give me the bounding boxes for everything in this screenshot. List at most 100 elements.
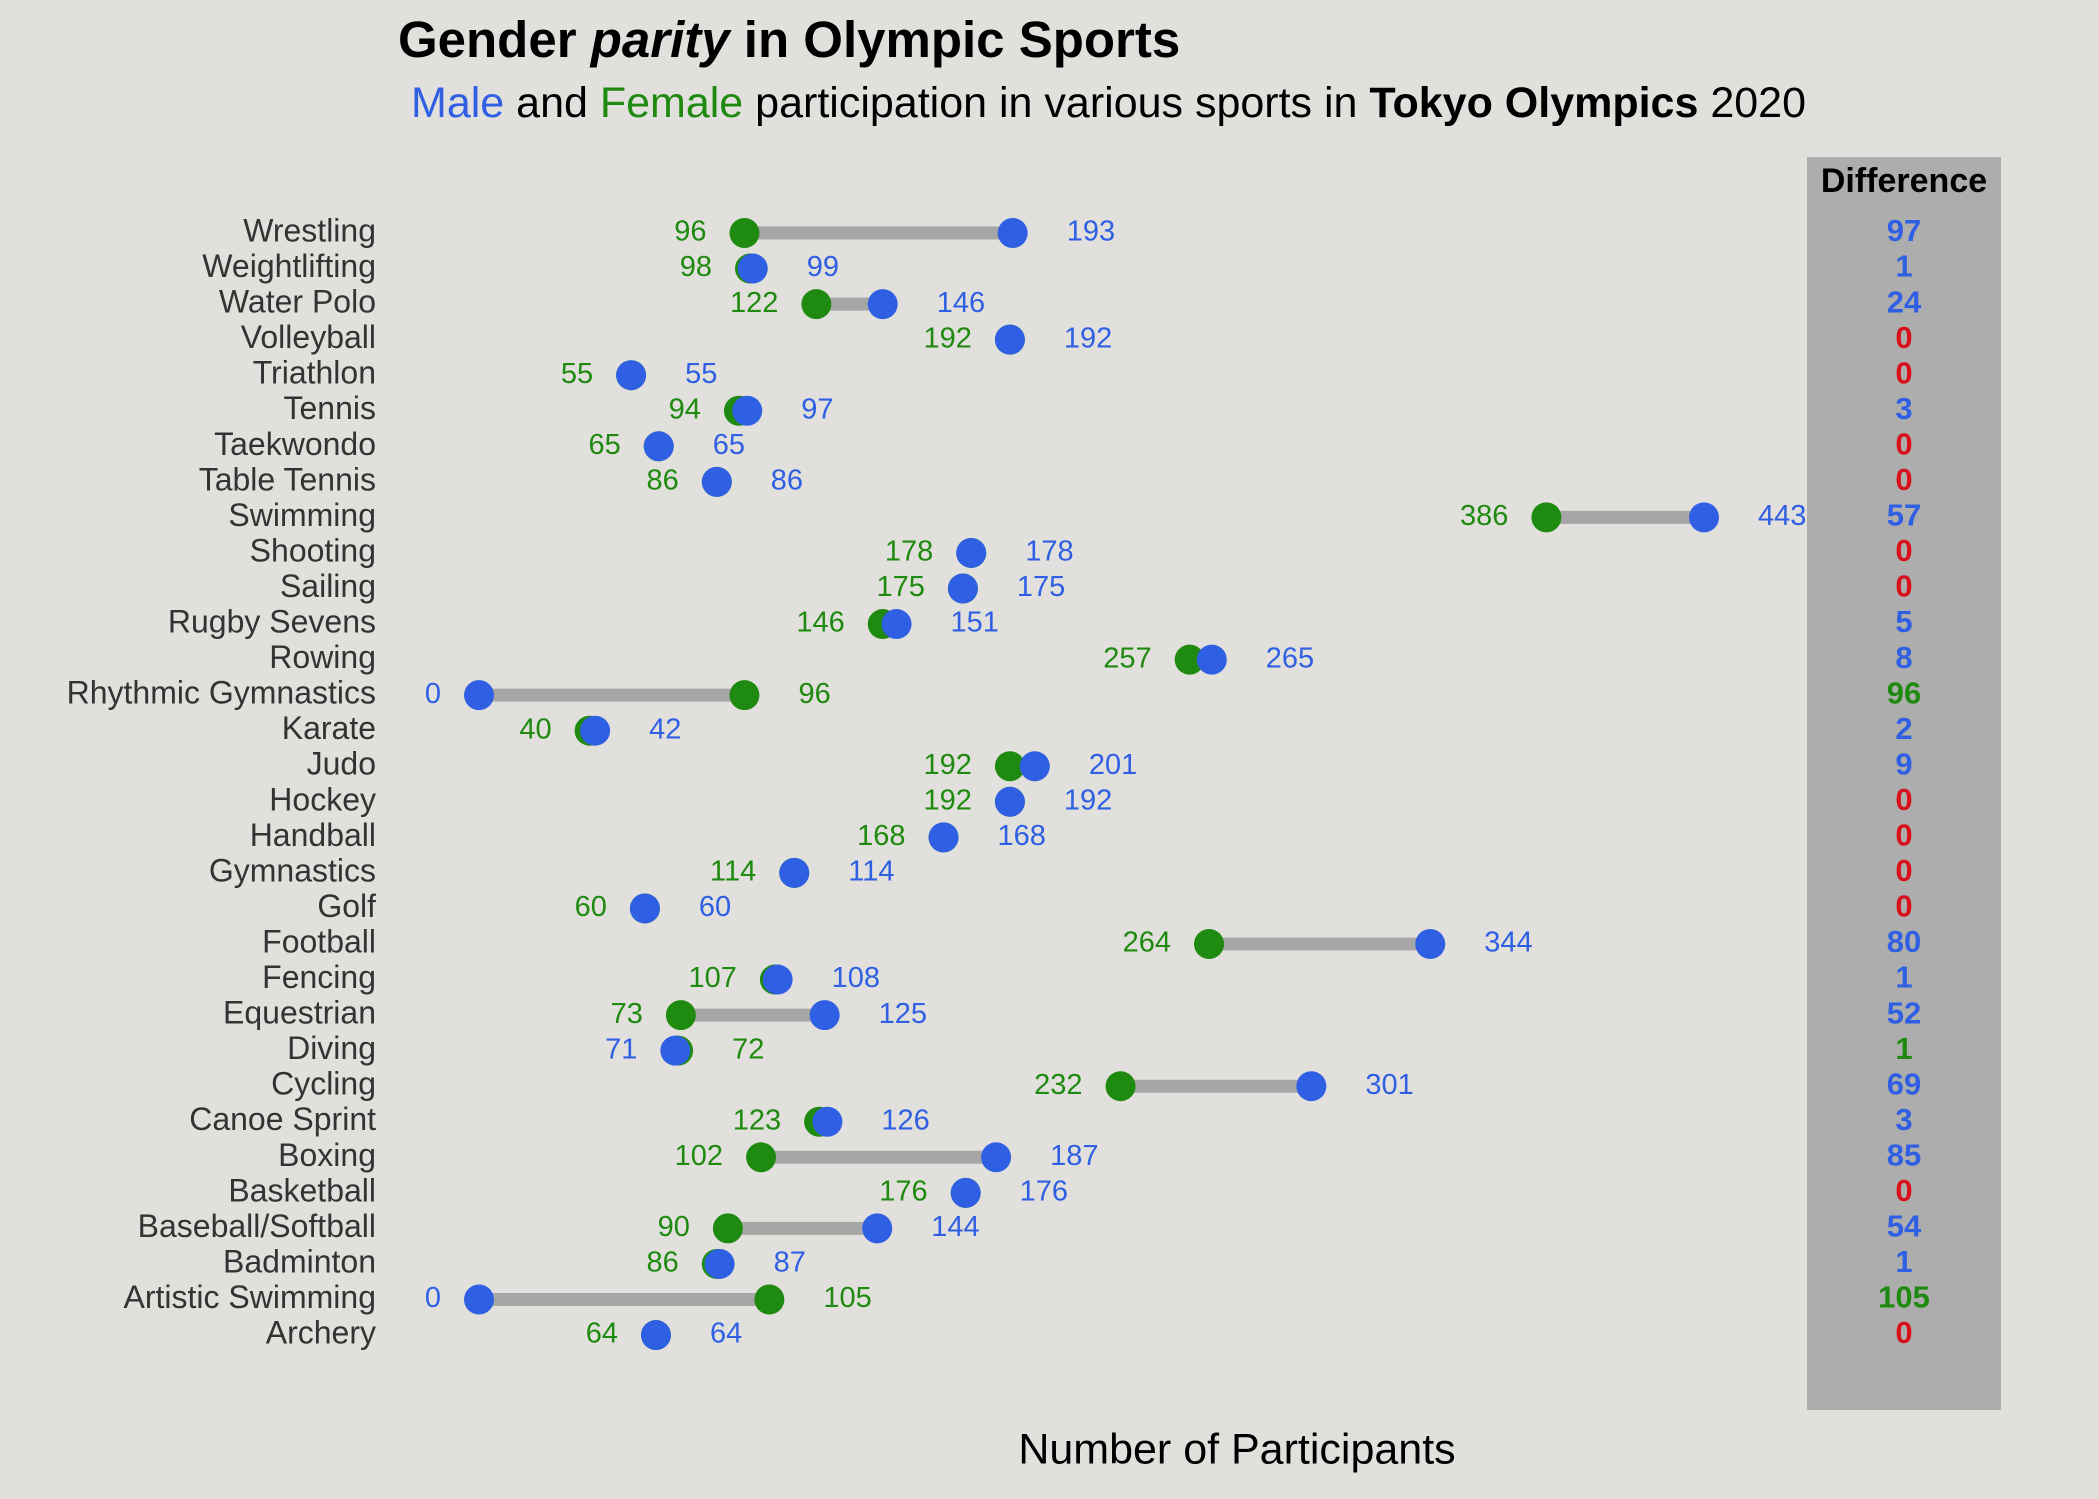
female-value-label: 98 — [680, 251, 712, 283]
male-dot — [616, 360, 647, 391]
male-value-label: 187 — [1050, 1140, 1098, 1172]
male-value-label: 175 — [1017, 571, 1065, 603]
title-part: in Olympic Sports — [730, 11, 1181, 68]
male-dot — [956, 537, 987, 568]
difference-value: 0 — [1895, 462, 1912, 497]
male-value-label: 168 — [998, 820, 1046, 852]
male-dot — [464, 1284, 494, 1315]
category-label: Gymnastics — [209, 852, 376, 888]
male-value-label: 65 — [713, 429, 745, 461]
difference-value: 80 — [1887, 924, 1921, 959]
category-label: Golf — [317, 888, 376, 924]
male-value-label: 60 — [699, 891, 731, 923]
male-value-label: 99 — [807, 251, 839, 283]
category-label: Diving — [287, 1030, 376, 1066]
female-value-label: 122 — [730, 287, 778, 319]
subtitle-part: Male — [411, 79, 504, 127]
male-dot — [881, 609, 912, 640]
difference-value: 0 — [1895, 853, 1912, 888]
difference-value: 0 — [1895, 569, 1912, 604]
male-dot — [928, 822, 959, 853]
male-dot — [779, 857, 810, 888]
difference-value: 0 — [1895, 1173, 1912, 1208]
male-dot — [732, 395, 763, 426]
subtitle-part: 2020 — [1698, 79, 1806, 127]
category-label: Archery — [266, 1315, 376, 1351]
category-label: Swimming — [228, 497, 376, 533]
subtitle-part: Female — [600, 79, 743, 127]
category-label: Boxing — [278, 1137, 376, 1173]
male-dot — [464, 680, 494, 711]
female-value-label: 192 — [924, 749, 972, 781]
female-dot — [754, 1284, 785, 1315]
male-value-label: 86 — [771, 465, 803, 497]
difference-value: 85 — [1887, 1137, 1921, 1172]
male-value-label: 151 — [951, 607, 999, 639]
male-value-label: 192 — [1064, 322, 1112, 354]
category-label: Rugby Sevens — [168, 604, 376, 640]
category-label: Rowing — [269, 639, 376, 675]
male-value-label: 125 — [879, 998, 927, 1030]
male-dot — [1689, 502, 1719, 533]
category-label: Tennis — [284, 390, 377, 426]
female-dot — [1105, 1071, 1136, 1102]
female-value-label: 86 — [647, 465, 679, 497]
male-value-label: 126 — [881, 1104, 929, 1136]
female-dot — [729, 218, 760, 248]
male-dot — [643, 431, 674, 462]
male-value-label: 201 — [1089, 749, 1137, 781]
female-value-label: 90 — [658, 1211, 690, 1243]
female-value-label: 96 — [798, 678, 830, 710]
difference-value: 0 — [1895, 1315, 1912, 1350]
difference-value: 0 — [1895, 818, 1912, 853]
male-value-label: 344 — [1484, 927, 1532, 959]
category-label: Triathlon — [253, 355, 376, 391]
male-value-label: 146 — [937, 287, 985, 319]
male-dot — [704, 1248, 735, 1279]
male-dot — [1196, 644, 1227, 675]
male-dot — [994, 786, 1025, 817]
category-label: Baseball/Softball — [138, 1208, 376, 1244]
female-value-label: 192 — [924, 322, 972, 354]
male-value-label: 178 — [1025, 536, 1073, 568]
female-dot — [712, 1213, 743, 1244]
difference-value: 5 — [1895, 604, 1912, 639]
female-value-label: 105 — [823, 1282, 871, 1314]
male-dot — [947, 573, 978, 604]
male-dot — [660, 1035, 691, 1066]
male-dot — [812, 1106, 843, 1137]
female-value-label: 102 — [675, 1140, 723, 1172]
female-dot — [665, 1000, 696, 1031]
difference-value: 0 — [1895, 889, 1912, 924]
difference-value: 3 — [1895, 391, 1912, 426]
female-dot — [1194, 929, 1225, 959]
male-dot — [997, 218, 1028, 248]
female-value-label: 232 — [1034, 1069, 1082, 1101]
category-label: Football — [262, 923, 376, 959]
category-label: Volleyball — [241, 319, 376, 355]
male-dot — [580, 715, 611, 746]
male-dot — [629, 893, 660, 924]
category-label: Basketball — [228, 1172, 376, 1208]
chart-title: Gender parity in Olympic Sports — [398, 11, 1180, 68]
male-value-label: 114 — [848, 856, 894, 888]
category-label: Taekwondo — [214, 426, 376, 462]
female-value-label: 123 — [733, 1104, 781, 1136]
female-value-label: 107 — [688, 962, 736, 994]
female-value-label: 72 — [732, 1033, 764, 1065]
x-axis-label: Number of Participants — [1018, 1425, 1455, 1473]
category-label: Handball — [250, 817, 376, 853]
male-value-label: 0 — [425, 678, 441, 710]
subtitle-part: participation in various sports in — [743, 79, 1369, 127]
difference-value: 3 — [1895, 1102, 1912, 1137]
category-label: Badminton — [223, 1243, 376, 1279]
category-label: Fencing — [262, 959, 376, 995]
subtitle-part: and — [504, 79, 600, 127]
male-value-label: 265 — [1266, 642, 1314, 674]
category-label: Sailing — [280, 568, 376, 604]
male-dot — [1415, 929, 1446, 959]
female-value-label: 94 — [669, 393, 701, 425]
